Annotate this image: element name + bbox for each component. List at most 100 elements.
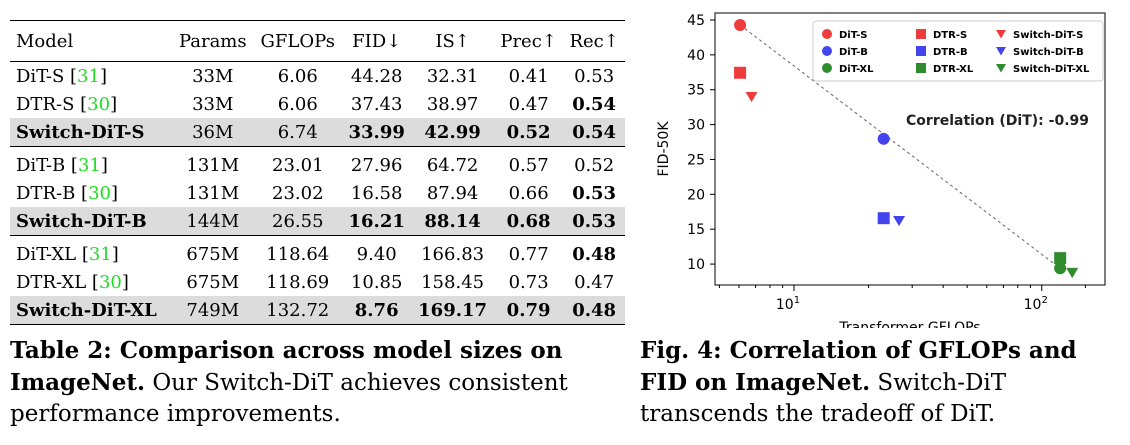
comparison-table: Model Params GFLOPs FID↓ IS↑ Prec↑ Rec↑ … <box>10 20 625 325</box>
y-tick-label: 35 <box>687 83 705 99</box>
model-name: DTR-B <box>16 182 76 204</box>
table-row: DiT-S [31] 33M 6.06 44.28 32.31 0.41 0.53 <box>10 62 625 91</box>
cell-is: 38.97 <box>426 93 479 115</box>
legend-label: Switch-DiT-XL <box>1013 64 1090 75</box>
cell-gflops: 118.69 <box>266 271 330 293</box>
cell-params: 675M <box>186 243 240 265</box>
table-header-row: Model Params GFLOPs FID↓ IS↑ Prec↑ Rec↑ <box>10 20 625 62</box>
cell-prec: 0.68 <box>493 207 564 236</box>
plot-frame <box>714 12 1106 286</box>
data-point-switch-dit-s <box>745 91 758 103</box>
gflops-fid-chart: 10 15 20 25 30 35 40 45 101 102 Transformer GFLOPs… <box>656 12 1106 328</box>
citation-link[interactable]: 31 <box>88 243 112 265</box>
citation-link[interactable]: 31 <box>77 65 100 87</box>
cell-fid: 44.28 <box>350 65 403 87</box>
cell-prec: 0.73 <box>508 271 549 293</box>
cell-rec: 0.54 <box>563 118 625 147</box>
cell-rec: 0.47 <box>574 271 615 293</box>
header-params: Params <box>178 30 247 52</box>
cell-model: DTR-B [30] <box>16 182 118 204</box>
cell-prec: 0.77 <box>508 243 549 265</box>
model-name: DiT-XL <box>16 243 77 265</box>
table-caption-title: Table 2: Comparison across model sizes o… <box>10 337 563 396</box>
x-tick-label: 101 <box>776 295 800 313</box>
cell-rec: 0.53 <box>574 65 615 87</box>
cell-is: 42.99 <box>411 118 494 147</box>
data-point-dit-b <box>877 132 890 145</box>
cell-is: 32.31 <box>426 65 479 87</box>
cell-gflops: 6.06 <box>277 93 318 115</box>
citation-link[interactable]: 30 <box>88 182 111 204</box>
cell-prec: 0.57 <box>508 154 549 176</box>
header-prec: Prec↑ <box>500 30 557 52</box>
cell-prec: 0.47 <box>508 93 549 115</box>
model-name: DTR-XL <box>16 271 87 293</box>
legend-label: DTR-B <box>933 47 968 58</box>
cell-gflops: 132.72 <box>253 296 343 325</box>
legend-marker <box>996 30 1006 39</box>
legend-label: DiT-XL <box>839 64 874 75</box>
table-row: DTR-XL [30] 675M 118.69 10.85 158.45 0.73 0.47 <box>10 268 625 296</box>
cell-fid: 27.96 <box>350 154 403 176</box>
data-point-dtr-s <box>734 66 747 79</box>
cell-params: 675M <box>186 271 240 293</box>
cell-model: Switch-DiT-B <box>10 207 173 236</box>
plot-area: 10 15 20 25 30 35 40 45 101 102 Transformer GFLOPs… <box>656 12 1106 328</box>
cell-is: 64.72 <box>426 154 479 176</box>
legend-box <box>812 20 1104 82</box>
cell-fid: 37.43 <box>350 93 403 115</box>
header-model: Model <box>16 30 74 52</box>
cell-is: 166.83 <box>421 243 485 265</box>
y-tick-label: 45 <box>687 13 705 29</box>
table-row: Switch-DiT-S 36M 6.74 33.99 42.99 0.52 0.54 <box>10 118 625 147</box>
cell-rec: 0.54 <box>572 93 617 115</box>
data-point-dit-s <box>734 18 747 31</box>
legend-marker <box>822 63 832 73</box>
y-tick-label: 20 <box>687 187 705 203</box>
table-row: DTR-S [30] 33M 6.06 37.43 38.97 0.47 0.54 <box>10 90 625 118</box>
cell-gflops: 6.06 <box>277 65 318 87</box>
cell-model: DTR-S [30] <box>16 93 118 115</box>
table-row: DiT-XL [31] 675M 118.64 9.40 166.83 0.77 0.48 <box>10 236 625 269</box>
figure-caption-text: Switch-DiT transcends the tradeoff of Di… <box>640 370 1007 427</box>
cell-params: 144M <box>172 207 254 236</box>
cell-fid: 9.40 <box>356 243 397 265</box>
data-point-dit-xl <box>1054 262 1067 275</box>
cell-prec: 0.79 <box>493 296 564 325</box>
citation-link[interactable]: 30 <box>98 271 122 293</box>
cell-params: 749M <box>172 296 254 325</box>
y-tick-label: 10 <box>687 257 705 273</box>
cell-gflops: 23.02 <box>272 182 324 204</box>
cell-rec: 0.48 <box>563 296 625 325</box>
cell-is: 169.17 <box>411 296 494 325</box>
cell-rec: 0.53 <box>563 207 625 236</box>
data-point-dtr-xl <box>1054 252 1067 265</box>
cell-rec: 0.53 <box>572 182 617 204</box>
cell-params: 33M <box>192 93 234 115</box>
cell-rec: 0.52 <box>574 154 615 176</box>
header-rec: Rec↑ <box>569 30 619 52</box>
legend-label: DiT-S <box>839 30 867 41</box>
model-name: Switch-DiT-S <box>16 121 145 143</box>
y-tick-label: 15 <box>687 222 705 238</box>
cell-is: 87.94 <box>426 182 479 204</box>
cell-gflops: 23.01 <box>272 154 324 176</box>
x-tick-label: 102 <box>1024 295 1048 313</box>
cell-is: 158.45 <box>421 271 485 293</box>
data-point-dtr-b <box>877 212 890 225</box>
citation-link[interactable]: 31 <box>77 154 101 176</box>
y-tick-label: 40 <box>687 48 705 64</box>
citation-link[interactable]: 30 <box>87 93 111 115</box>
cell-params: 36M <box>172 118 254 147</box>
cell-fid: 8.76 <box>342 296 412 325</box>
cell-prec: 0.41 <box>508 65 549 87</box>
cell-fid: 10.85 <box>350 271 403 293</box>
table-caption: Table 2: Comparison across model sizes o… <box>10 335 625 430</box>
legend-marker <box>996 47 1006 56</box>
data-point-switch-dit-b <box>893 215 906 227</box>
legend-marker <box>916 63 926 73</box>
cell-gflops: 26.55 <box>253 207 343 236</box>
legend-marker <box>916 46 926 56</box>
table-row: DTR-B [30] 131M 23.02 16.58 87.94 0.66 0.53 <box>10 179 625 207</box>
table-caption-text: Our Switch-DiT achieves consistent perfo… <box>10 370 568 427</box>
